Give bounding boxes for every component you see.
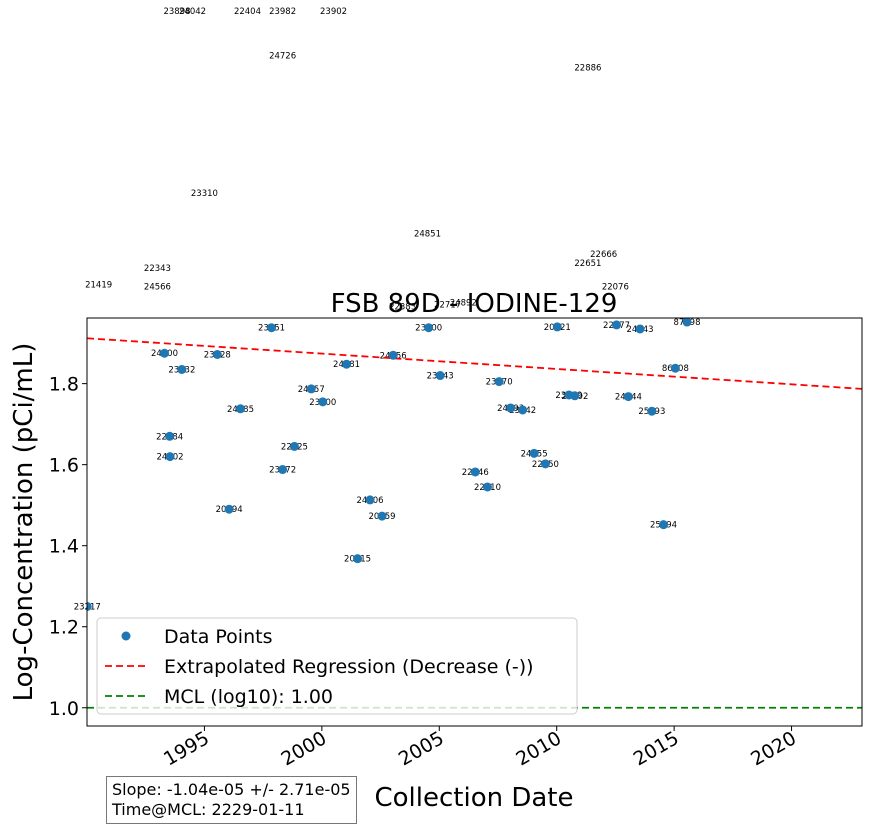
x-tick-label: 2010 [512,727,565,770]
data-point [177,364,187,374]
data-point [540,459,550,469]
data-point [278,465,288,475]
chart-title: FSB 89D - IODINE-129 [331,289,618,319]
data-point [365,495,375,505]
stats-box: Slope: -1.04e-05 +/- 2.71e-05 Time@MCL: … [106,776,357,824]
x-tick-label: 1995 [160,727,213,770]
legend-label: MCL (log10): 1.00 [164,686,333,708]
y-tick-label: 1.4 [49,536,79,558]
data-point [165,431,175,441]
y-axis-label: Log-Concentration (pCi/mL) [9,343,39,702]
legend-marker [121,631,131,641]
data-point [506,403,516,413]
data-point [388,350,398,360]
offscale-point-label: 24566 [144,282,171,292]
axes-frame [86,317,863,727]
data-point [570,391,580,401]
time-at-mcl-text: Time@MCL: 2229-01-11 [112,800,305,819]
data-point [482,482,492,492]
data-point [159,348,169,358]
x-tick-label: 2005 [395,727,448,770]
data-point [235,404,245,414]
legend-label: Data Points [164,626,272,648]
data-point [306,384,316,394]
offscale-point-label: 22666 [590,250,617,260]
data-point [635,324,645,334]
data-point [165,452,175,462]
point-label: 22383 [389,303,416,313]
data-point [518,405,528,415]
offscale-point-label: 22076 [602,282,629,292]
data-point [435,371,445,381]
data-point [659,520,669,530]
y-tick-label: 1.6 [49,455,79,477]
data-point [289,441,299,451]
y-tick-label: 1.8 [49,374,79,396]
point-label: 22717 [434,301,461,311]
data-point [623,392,633,402]
offscale-point-label: 22886 [574,64,601,74]
data-point [424,323,434,333]
data-point [647,406,657,416]
offscale-point-label: 22404 [234,7,261,17]
data-point [529,448,539,458]
data-point [342,359,352,369]
y-tick-label: 1.2 [49,617,79,639]
offscale-point-label: 23898 [163,7,190,17]
offscale-point-label: 23310 [191,189,218,199]
legend: Data Points Extrapolated Regression (Decr… [96,617,578,715]
x-tick-label: 2020 [747,727,800,770]
legend-frame [96,617,578,715]
data-point [318,397,328,407]
offscale-point-label: 22343 [144,264,171,274]
point-label: 24892 [450,299,477,309]
offscale-point-label: 22651 [574,259,601,269]
offscale-point-label: 24851 [414,230,441,240]
offscale-point-label: 24042 [179,7,206,17]
y-tick-label: 1.0 [49,698,79,720]
data-point [682,318,692,327]
data-point [224,504,234,514]
data-point [470,467,480,477]
regression-line [87,337,862,390]
data-point [377,511,387,521]
data-point [212,349,222,359]
data-point [612,320,622,330]
legend-label: Extrapolated Regression (Decrease (-)) [164,656,534,678]
data-point [353,554,363,564]
data-point [494,377,504,387]
slope-text: Slope: -1.04e-05 +/- 2.71e-05 [112,780,351,799]
offscale-point-label: 21419 [85,280,112,290]
x-axis-label: Collection Date [374,783,573,813]
data-point [670,363,680,373]
data-point [552,322,562,332]
data-point [87,601,92,611]
offscale-point-label: 24726 [269,51,296,61]
offscale-point-label: 23902 [320,7,347,17]
x-tick-label: 2000 [277,727,330,770]
data-point [267,323,277,333]
x-tick-label: 2015 [630,727,683,770]
offscale-point-label: 23982 [269,7,296,17]
